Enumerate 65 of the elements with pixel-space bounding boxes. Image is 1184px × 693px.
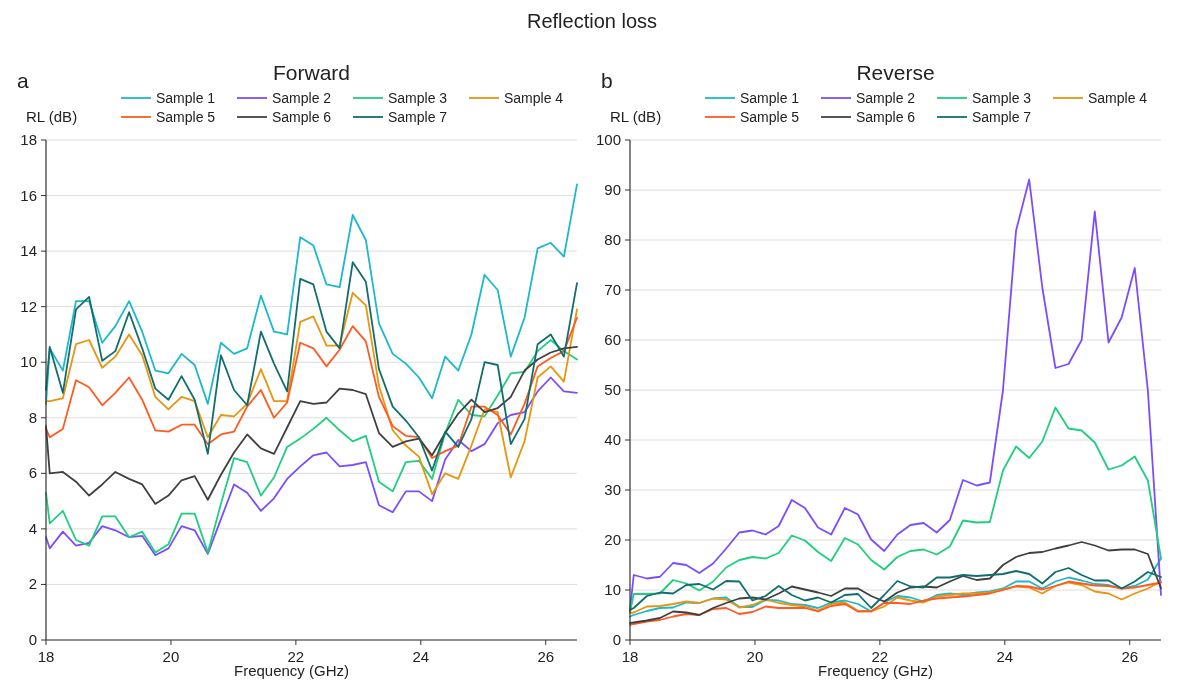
line-series <box>629 580 1162 614</box>
y-tick-label: 8 <box>28 408 37 426</box>
y-tick-label: 14 <box>20 242 37 260</box>
line-series <box>629 580 1162 626</box>
line-series <box>45 183 578 405</box>
line-series <box>629 557 1162 618</box>
y-tick-label: 18 <box>20 131 37 148</box>
x-tick-label: 22 <box>287 648 305 665</box>
y-tick-label: 12 <box>20 297 37 315</box>
y-axis-title: RL (dB) <box>26 108 78 125</box>
legend-label: Sample 1 <box>740 90 800 106</box>
text: b <box>601 69 613 92</box>
y-tick-label: 6 <box>28 464 37 482</box>
y-tick-label: 50 <box>604 381 621 398</box>
y-tick-label: 16 <box>20 186 37 204</box>
line-series <box>45 261 578 472</box>
x-tick-label: 20 <box>162 648 180 665</box>
x-tick-label: 24 <box>996 648 1014 665</box>
chart-title: Reverse <box>856 61 935 84</box>
x-tick-label: 22 <box>871 648 889 665</box>
x-axis-title: Frequency (GHz) <box>817 662 934 679</box>
y-tick-label: 60 <box>604 331 621 348</box>
line-series <box>45 316 578 459</box>
legend-label: Sample 4 <box>1088 90 1148 106</box>
y-tick-label: 4 <box>28 519 37 537</box>
legend-label: Sample 2 <box>272 90 332 106</box>
legend-label: Sample 4 <box>504 90 564 106</box>
y-axis-title: RL (dB) <box>610 108 662 125</box>
y-tick-label: 0 <box>612 631 621 648</box>
y-tick-label: 70 <box>604 281 621 298</box>
legend-label: Sample 2 <box>856 90 916 106</box>
legend-label: Sample 5 <box>740 109 800 125</box>
y-tick-label: 10 <box>604 581 621 598</box>
line-series <box>45 346 578 505</box>
x-tick-label: 26 <box>537 648 555 665</box>
text: Reflection loss <box>526 10 658 32</box>
line-series <box>45 291 578 496</box>
x-tick-label: 26 <box>1121 648 1139 665</box>
x-tick-label: 24 <box>412 648 430 665</box>
y-tick-label: 40 <box>604 431 621 448</box>
legend-label: Sample 6 <box>856 109 916 125</box>
line-series <box>45 339 578 554</box>
x-axis-title: Frequency (GHz) <box>233 662 350 679</box>
line-series <box>629 541 1162 624</box>
y-tick-label: 100 <box>595 131 621 148</box>
y-tick-label: 80 <box>604 231 621 248</box>
y-tick-label: 0 <box>28 631 37 648</box>
line-series <box>45 376 578 557</box>
y-tick-label: 2 <box>28 575 37 593</box>
y-tick-label: 10 <box>20 353 37 371</box>
text: a <box>17 69 29 92</box>
legend-label: Sample 3 <box>972 90 1032 106</box>
legend-label: Sample 1 <box>156 90 216 106</box>
chart-title: Forward <box>272 61 351 84</box>
legend-label: Sample 7 <box>972 109 1032 125</box>
legend-label: Sample 5 <box>156 109 216 125</box>
legend-label: Sample 6 <box>272 109 332 125</box>
y-tick-label: 20 <box>604 531 621 548</box>
x-tick-label: 18 <box>621 648 639 665</box>
y-tick-label: 90 <box>604 181 621 198</box>
legend-label: Sample 3 <box>388 90 448 106</box>
line-series <box>629 567 1162 611</box>
y-tick-label: 30 <box>604 481 621 498</box>
x-tick-label: 20 <box>746 648 764 665</box>
legend-label: Sample 7 <box>388 109 448 125</box>
